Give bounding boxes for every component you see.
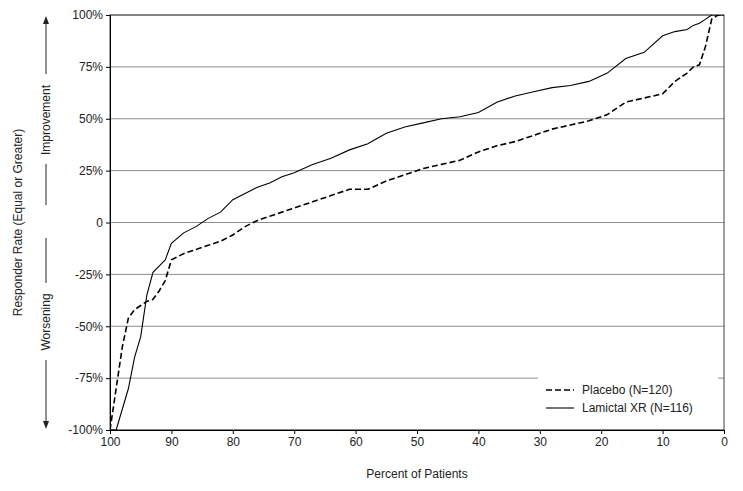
arrow-line [46,238,47,283]
x-tick-mark [417,430,418,434]
x-tick-mark [233,430,234,434]
arrow-line [46,360,47,423]
chart: -100%-75%-50%-25%025%50%75%100%100908070… [0,0,743,491]
x-axis-line [111,431,725,435]
arrow-head [43,16,49,24]
x-tick-label: 100 [100,435,120,449]
arrow-line [46,22,47,74]
y-axis-line [106,16,111,431]
x-tick-mark [540,430,541,434]
legend-box [538,376,718,424]
y-tick: -25% [75,268,110,282]
y-tick-mark [106,119,110,120]
x-tick-label: 90 [165,435,179,449]
x-tick: 30 [534,430,548,449]
x-tick-mark [294,430,295,434]
x-tick: 10 [656,430,670,449]
x-tick-mark [724,430,725,434]
y-tick: 0 [96,216,110,230]
x-axis-title: Percent of Patients [366,467,467,481]
x-tick-label: 50 [411,435,425,449]
x-tick-label: 70 [288,435,302,449]
legend-label: Placebo (N=120) [582,383,672,397]
plot-area: -100%-75%-50%-25%025%50%75%100%100908070… [68,8,728,448]
x-tick-label: 20 [595,435,609,449]
plot-frame [110,15,724,430]
x-axis: 1009080706050403020100 [100,430,728,449]
y-tick: 25% [79,164,110,178]
x-tick: 60 [349,430,363,449]
y-tick-mark [106,274,110,275]
x-tick-label: 10 [656,435,670,449]
x-tick-mark [356,430,357,434]
arrow-line [46,164,47,205]
y-tick-mark [106,15,110,16]
x-tick-mark [478,430,479,434]
x-tick: 90 [165,430,179,449]
y-tick-label: 100% [72,8,103,22]
y-tick-label: 25% [79,164,103,178]
x-tick: 50 [411,430,425,449]
x-tick-mark [601,430,602,434]
y-tick-mark [106,223,110,224]
annotation: Improvement [39,84,53,155]
x-tick: 70 [288,430,302,449]
grid-line [110,66,724,67]
x-tick-label: 80 [227,435,241,449]
y-tick-label: -50% [75,320,103,334]
x-tick-label: 40 [472,435,486,449]
y-tick-label: -75% [75,371,103,385]
x-tick-mark [171,430,172,434]
arrow-head [43,421,49,429]
series-line [110,15,724,430]
annotation: Worsening [39,293,53,350]
lines [110,15,724,430]
y-tick-mark [106,378,110,379]
y-tick-label: 50% [79,112,103,126]
x-tick-label: 0 [721,435,728,449]
grid-line [110,274,724,275]
y-tick: 50% [79,112,110,126]
y-axis-title: Responder Rate (Equal or Greater) [11,129,25,316]
grid-line [110,118,724,119]
x-tick-mark [110,430,111,434]
y-tick: -75% [75,371,110,385]
y-tick: 75% [79,60,110,74]
y-tick-mark [106,171,110,172]
y-tick: 100% [72,8,110,22]
x-tick: 80 [227,430,241,449]
y-tick: -50% [75,320,110,334]
y-tick-label: -100% [68,423,103,437]
legend-swatch [546,407,574,408]
x-tick: 100 [100,430,120,449]
y-tick-mark [106,67,110,68]
y-tick-label: 0 [96,216,103,230]
x-tick: 40 [472,430,486,449]
legend: Placebo (N=120) Lamictal XR (N=116) [538,376,718,424]
grid [110,15,724,430]
y-axis: -100% -75% -50% -25% 0 25% 50% 75% 100% [68,8,110,437]
y-tick-label: -25% [75,268,103,282]
x-tick-label: 30 [534,435,548,449]
legend-swatch [546,389,574,391]
legend-label: Lamictal XR (N=116) [582,401,693,415]
x-tick: 20 [595,430,609,449]
series-line [110,15,724,430]
x-tick: 0 [721,430,728,449]
x-tick-label: 60 [349,435,363,449]
y-tick-mark [106,430,110,431]
annotations: Improvement Worsening [39,16,53,429]
x-tick-mark [663,430,664,434]
grid-line [110,326,724,327]
y-tick-mark [106,326,110,327]
y-tick-label: 75% [79,60,103,74]
